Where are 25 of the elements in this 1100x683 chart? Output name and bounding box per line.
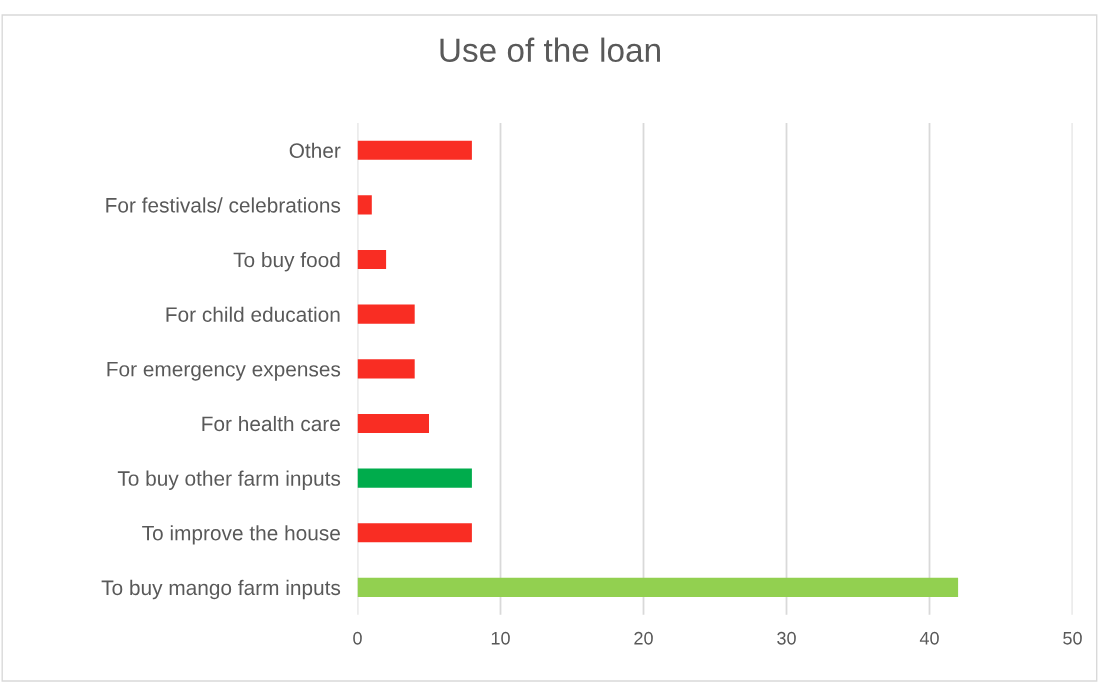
- y-tick-label: For festivals/ celebrations: [106, 197, 341, 213]
- x-tick-label: 50: [1063, 631, 1082, 645]
- y-tick-label: For emergency expenses: [107, 362, 341, 381]
- x-tick-label: 40: [919, 631, 939, 645]
- bar: [357, 468, 472, 488]
- bar: [357, 523, 472, 543]
- bar: [357, 413, 429, 434]
- y-tick-label: Other: [289, 142, 341, 159]
- y-tick-label: To buy food: [233, 251, 340, 272]
- x-tick-label: 10: [491, 631, 510, 645]
- bar: [357, 304, 415, 324]
- bar: [357, 359, 415, 379]
- x-tick-label: 0: [353, 631, 362, 645]
- y-tick-label: For health care: [202, 415, 340, 432]
- x-tick-label: 30: [777, 631, 796, 645]
- y-tick-label: To buy mango farm inputs: [101, 579, 341, 600]
- bar: [357, 140, 472, 160]
- y-tick-label: To buy other farm inputs: [117, 470, 341, 490]
- y-tick-label: To improve the house: [142, 525, 340, 545]
- x-tick-label: 20: [634, 631, 653, 645]
- bar: [357, 249, 387, 270]
- bar: [357, 577, 959, 597]
- bar: [357, 195, 372, 215]
- y-tick-label: For child education: [166, 306, 340, 322]
- chart-title: Use of the loan: [440, 37, 660, 63]
